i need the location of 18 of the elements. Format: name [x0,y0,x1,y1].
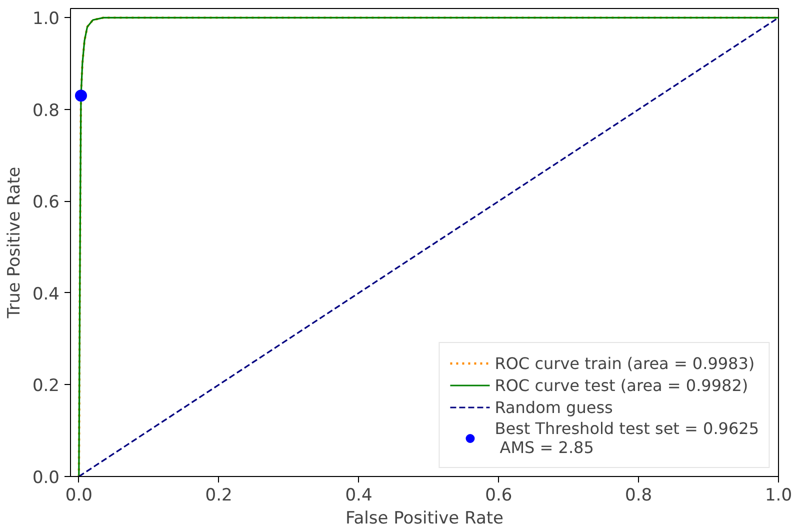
y-tick-label: 0.6 [32,192,60,213]
x-tick-label: 0.2 [205,486,232,506]
legend-label: ROC curve test (area = 0.9982) [494,376,748,394]
legend-label: Random guess [494,398,613,416]
legend-label: Best Threshold test set = 0.9625 AMS = 2.85 [494,419,759,457]
x-tick-label: 0.4 [345,486,372,506]
x-tick-label: 0.6 [485,486,512,506]
x-tick-label: 0.8 [625,486,652,506]
x-axis-title: False Positive Rate [346,508,504,528]
legend-label: ROC curve train (area = 0.9983) [494,354,755,372]
y-axis-title: True Positive Rate [4,166,24,320]
y-tick-label: 0.0 [32,468,60,488]
y-tick-label: 0.4 [32,284,60,304]
y-tick-label: 0.8 [32,100,60,121]
x-tick-label: 0.0 [65,486,92,506]
y-tick-label: 0.2 [32,376,60,396]
y-tick-label: 1.0 [32,9,60,30]
x-tick-label: 1.0 [764,486,792,506]
